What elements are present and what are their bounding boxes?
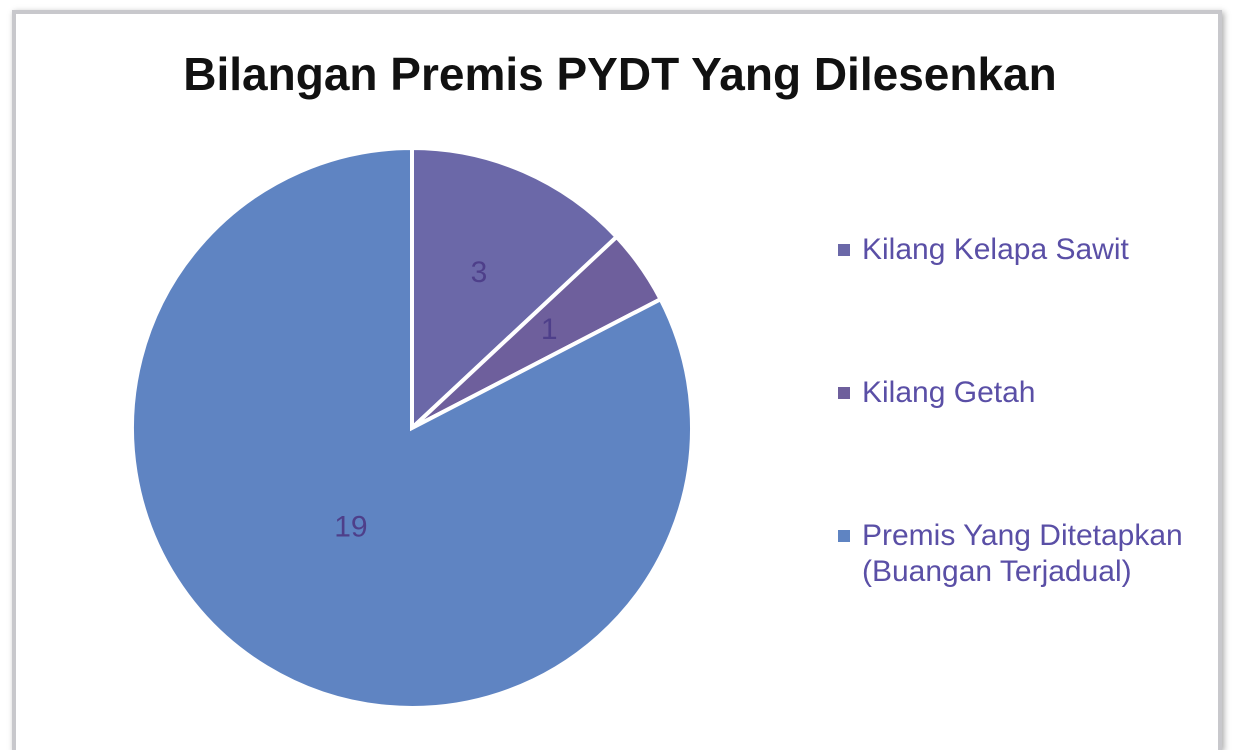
data-label: 1 bbox=[541, 313, 558, 346]
pie-slice bbox=[130, 145, 694, 710]
data-label: 3 bbox=[471, 256, 488, 289]
legend-swatch bbox=[838, 530, 850, 542]
legend-item: Kilang Kelapa Sawit bbox=[838, 232, 1188, 268]
pie-slice bbox=[410, 145, 620, 433]
legend-swatch bbox=[838, 244, 850, 256]
data-label: 19 bbox=[334, 510, 367, 543]
legend-item: Premis Yang Ditetapkan (Buangan Terjadua… bbox=[838, 518, 1188, 590]
legend-label: Kilang Getah bbox=[862, 376, 1036, 409]
legend-label: Premis Yang Ditetapkan (Buangan Terjadua… bbox=[862, 519, 1183, 588]
chart-title: Bilangan Premis PYDT Yang Dilesenkan bbox=[183, 48, 1056, 100]
legend-item: Kilang Getah bbox=[838, 375, 1188, 411]
legend-label: Kilang Kelapa Sawit bbox=[862, 233, 1129, 266]
chart-frame bbox=[12, 10, 1222, 750]
legend-swatch bbox=[838, 387, 850, 399]
